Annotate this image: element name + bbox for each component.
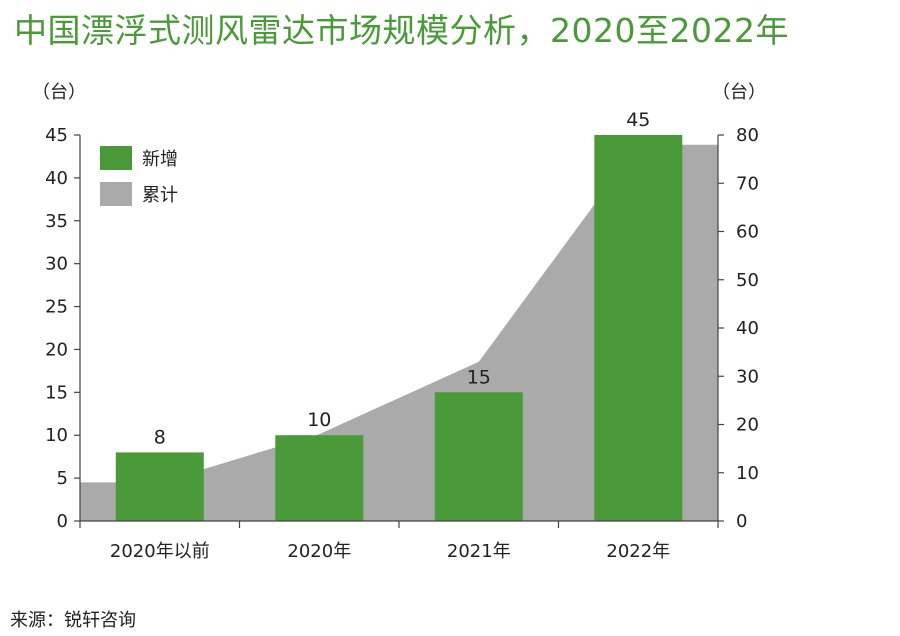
left-tick-label: 15	[45, 382, 68, 403]
left-tick-label: 20	[45, 339, 68, 360]
left-tick-label: 45	[45, 125, 68, 146]
left-tick-label: 35	[45, 211, 68, 232]
left-tick-label: 25	[45, 297, 68, 318]
bar-new-0	[115, 452, 204, 521]
bar-new-3	[594, 135, 683, 521]
bar-new-2	[434, 392, 523, 521]
x-category-label-1: 2020年	[287, 541, 351, 562]
right-tick-label: 0	[736, 511, 747, 532]
legend-label-new: 新增	[142, 149, 178, 170]
left-axis-unit: （台）	[32, 82, 86, 103]
bar-new-1	[275, 435, 364, 521]
legend-swatch-cumulative	[100, 182, 132, 206]
right-tick-label: 60	[736, 222, 759, 243]
new-bars-layer	[115, 135, 683, 521]
right-tick-label: 10	[736, 463, 759, 484]
data-label-2: 15	[467, 366, 491, 388]
labels-layer: 8 10 15 45 0 5 10 15 20 25 30 35 40 45 0 10 20 30 40 50 60 70…	[45, 109, 759, 562]
x-category-label-2: 2021年	[447, 541, 511, 562]
source-note: 来源：锐轩咨询	[10, 610, 136, 631]
left-tick-label: 10	[45, 425, 68, 446]
x-category-label-0: 2020年以前	[110, 541, 210, 562]
chart-title: 中国漂浮式测风雷达市场规模分析，2020至2022年	[14, 11, 789, 50]
legend-label-cumulative: 累计	[142, 185, 178, 206]
right-axis-unit: （台）	[712, 82, 766, 103]
data-label-3: 45	[626, 109, 650, 131]
right-tick-label: 40	[736, 318, 759, 339]
axes-layer	[74, 134, 724, 528]
left-tick-label: 40	[45, 168, 68, 189]
legend-swatch-new	[100, 146, 132, 170]
cumulative-area	[80, 144, 718, 521]
x-category-label-3: 2022年	[606, 541, 670, 562]
right-tick-label: 50	[736, 270, 759, 291]
data-label-1: 10	[307, 409, 331, 431]
data-label-0: 8	[154, 426, 166, 448]
right-tick-label: 70	[736, 173, 759, 194]
left-tick-label: 0	[57, 511, 68, 532]
cumulative-area-layer	[80, 144, 718, 521]
right-tick-label: 20	[736, 415, 759, 436]
right-tick-label: 30	[736, 366, 759, 387]
legend: 新增 累计	[100, 146, 178, 206]
right-tick-label: 80	[736, 125, 759, 146]
left-tick-label: 30	[45, 254, 68, 275]
left-tick-label: 5	[57, 468, 68, 489]
